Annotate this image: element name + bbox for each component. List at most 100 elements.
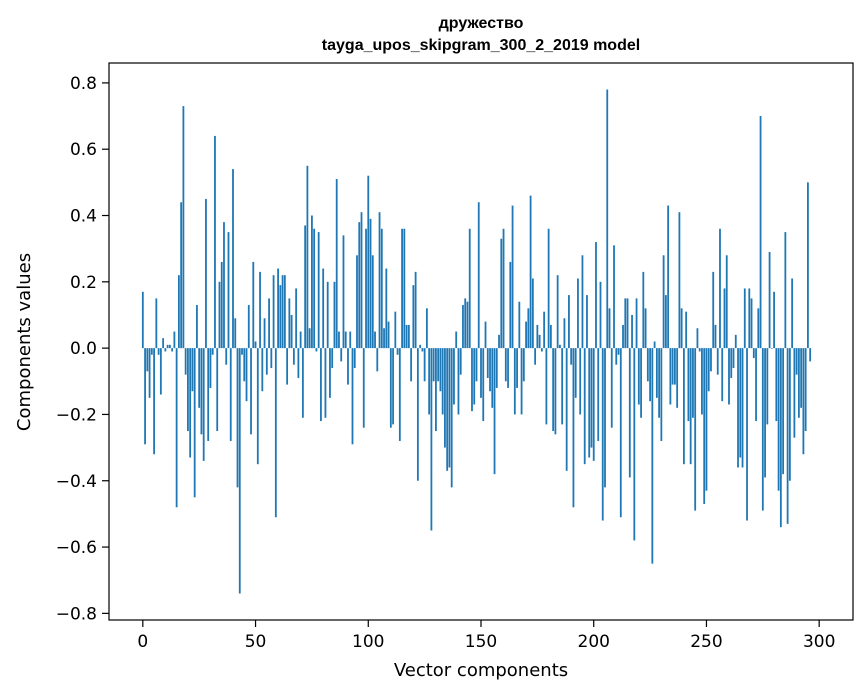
bar-component-129 xyxy=(432,348,435,382)
bar-component-130 xyxy=(435,348,437,432)
bar-component-95 xyxy=(356,255,358,349)
bar-component-103 xyxy=(374,331,376,349)
bar-component-131 xyxy=(437,348,440,382)
bar-component-111 xyxy=(392,348,394,425)
bar-component-221 xyxy=(640,348,642,418)
bar-component-109 xyxy=(387,321,390,349)
bar-component-68 xyxy=(295,288,298,349)
bar-component-7 xyxy=(157,348,160,355)
bar-component-82 xyxy=(326,281,329,349)
bar-component-182 xyxy=(552,348,555,432)
bar-component-228 xyxy=(655,348,658,398)
x-tick-label-100: 100 xyxy=(352,632,384,652)
bar-component-159 xyxy=(500,238,503,349)
bar-component-245 xyxy=(694,348,697,511)
bar-component-173 xyxy=(531,278,534,349)
bar-component-224 xyxy=(646,348,649,382)
bar-component-119 xyxy=(410,348,413,382)
bar-component-69 xyxy=(297,348,300,378)
bar-component-194 xyxy=(579,348,582,415)
bar-component-202 xyxy=(597,348,600,441)
bar-component-284 xyxy=(782,348,785,475)
bar-component-37 xyxy=(225,348,228,365)
bar-component-39 xyxy=(229,348,232,441)
y-axis-ticks: 0.8 0.6 0.4 0.2 0.0 −0.2 −0.4 −0.6 −0.8 xyxy=(56,74,109,624)
bar-component-247 xyxy=(698,348,701,352)
bar-component-209 xyxy=(613,245,615,349)
bar-component-168 xyxy=(520,348,523,415)
bar-component-283 xyxy=(779,348,782,528)
bar-component-207 xyxy=(608,308,611,349)
bar-component-157 xyxy=(495,348,498,388)
bar-component-107 xyxy=(383,328,385,349)
bar-component-208 xyxy=(610,348,613,428)
bar-component-77 xyxy=(315,348,318,352)
bar-component-27 xyxy=(202,348,205,461)
y-axis-label: Components values xyxy=(14,253,35,431)
bar-component-286 xyxy=(786,348,789,524)
bar-component-93 xyxy=(351,348,354,445)
bar-component-50 xyxy=(254,341,257,349)
bar-component-25 xyxy=(198,348,201,408)
bar-component-29 xyxy=(207,348,210,441)
bar-component-201 xyxy=(595,242,597,349)
bar-component-282 xyxy=(777,348,780,491)
bar-component-71 xyxy=(301,348,304,418)
bar-component-138 xyxy=(453,348,455,405)
y-tick-label-0: 0.8 xyxy=(70,74,97,94)
bar-component-289 xyxy=(793,348,796,438)
bar-component-279 xyxy=(770,348,773,349)
bar-component-3 xyxy=(148,348,151,398)
bar-component-132 xyxy=(439,348,442,392)
bar-component-106 xyxy=(380,228,383,349)
x-tick-label-150: 150 xyxy=(465,632,497,652)
y-tick-label-5: −0.2 xyxy=(56,405,97,425)
bar-component-116 xyxy=(403,228,406,349)
bar-component-140 xyxy=(457,348,460,415)
bar-component-43 xyxy=(238,348,241,594)
bar-component-288 xyxy=(791,278,794,349)
bar-component-96 xyxy=(358,222,361,349)
bar-component-52 xyxy=(259,271,261,349)
bar-component-154 xyxy=(489,348,491,392)
y-tick-label-2: 0.4 xyxy=(70,207,97,227)
bar-component-26 xyxy=(200,348,203,435)
bar-component-235 xyxy=(671,348,674,385)
bar-component-275 xyxy=(761,348,764,511)
bar-component-180 xyxy=(547,228,550,349)
bar-component-217 xyxy=(631,314,633,349)
bar-component-84 xyxy=(331,348,334,369)
bar-component-160 xyxy=(502,228,505,349)
bar-component-108 xyxy=(385,268,388,349)
bar-component-65 xyxy=(288,298,291,349)
y-tick-label-8: −0.8 xyxy=(56,604,97,624)
bar-component-104 xyxy=(376,348,379,372)
bar-component-54 xyxy=(263,318,266,349)
bar-component-22 xyxy=(191,348,194,392)
bar-component-196 xyxy=(583,348,586,465)
bar-component-169 xyxy=(522,348,525,382)
bar-component-176 xyxy=(538,334,541,349)
bar-component-179 xyxy=(545,348,548,425)
bar-component-222 xyxy=(642,271,645,349)
bar-component-9 xyxy=(162,338,165,349)
bar-component-88 xyxy=(340,348,343,362)
bar-component-58 xyxy=(272,275,275,349)
bar-component-135 xyxy=(446,348,449,471)
bar-component-189 xyxy=(568,295,570,349)
bar-component-76 xyxy=(313,228,316,349)
bar-component-263 xyxy=(734,334,737,349)
bar-component-215 xyxy=(626,298,629,349)
x-tick-label-200: 200 xyxy=(578,632,610,652)
bar-component-70 xyxy=(299,331,302,349)
bars-group xyxy=(141,89,812,594)
bar-component-292 xyxy=(800,348,803,408)
bar-component-238 xyxy=(678,212,681,349)
bar-component-260 xyxy=(728,348,730,405)
bar-component-15 xyxy=(175,348,178,508)
x-tick-label-50: 50 xyxy=(245,632,267,652)
bar-component-125 xyxy=(423,348,426,382)
x-axis-ticks: 0 50 100 150 200 250 300 xyxy=(137,620,835,652)
